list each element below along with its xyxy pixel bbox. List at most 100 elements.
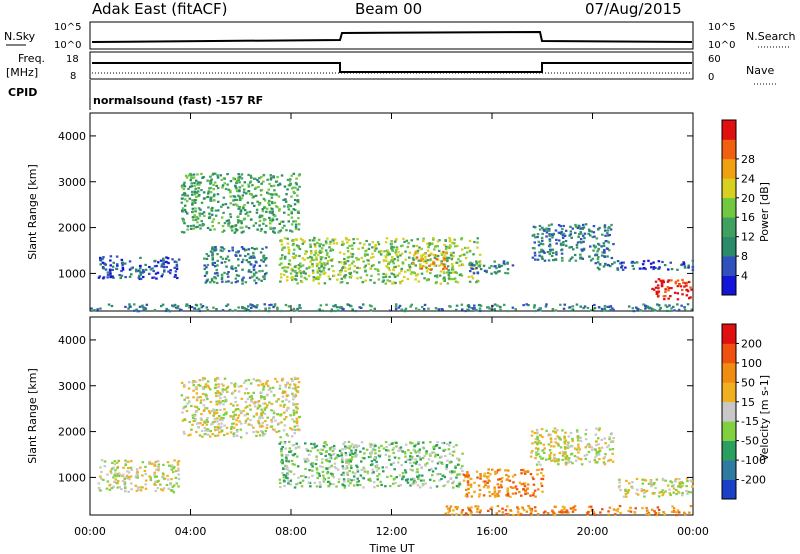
echo-region [180,172,301,234]
echo-cell [275,430,278,434]
echo-cell [429,268,433,271]
echo-cell [289,183,292,186]
echo-cell [538,228,542,231]
echo-cell [232,177,235,180]
echo-cell [543,259,547,262]
echo-cell [176,305,180,308]
echo-cell [294,225,298,228]
echo-cell [211,220,214,223]
echo-cell [216,417,219,420]
echo-cell [451,264,454,268]
echo-cell [346,471,349,474]
echo-cell [327,485,330,488]
echo-cell [621,268,625,271]
echo-cell [313,243,317,246]
echo-cell [435,309,438,312]
echo-cell [547,259,551,262]
echo-cell [408,269,411,272]
echo-cell [229,431,233,434]
colorbar-cell [722,401,736,422]
echo-cell [188,306,191,309]
echo-cell [164,309,168,313]
echo-cell [530,434,534,437]
echo-cell [685,485,688,488]
echo-cell [414,481,417,484]
echo-cell [304,442,307,445]
echo-cell [210,178,213,181]
echo-cell [211,213,214,216]
echo-cell [506,487,509,490]
echo-cell [347,480,350,483]
echo-cell [461,248,464,251]
echo-cell [537,468,541,471]
echo-cell [217,209,220,212]
echo-cell [534,438,538,441]
echo-cell [411,455,414,458]
echo-cell [404,455,407,458]
echo-cell [260,188,264,192]
echo-cell [590,309,593,312]
nsky-trace [91,30,693,43]
echo-cell [227,188,230,191]
echo-cell [236,429,239,432]
echo-cell [350,479,353,482]
echo-cell [240,197,244,200]
echo-cell [385,446,388,449]
echo-cell [408,256,411,259]
echo-cell [625,495,628,498]
echo-cell [473,481,476,484]
echo-cell [493,271,497,274]
echo-cell [446,265,450,268]
echo-cell [541,243,545,246]
echo-cell [197,183,201,186]
echo-cell [532,491,536,495]
echo-cell [356,238,359,241]
echo-cell [549,438,553,441]
echo-cell [291,269,295,272]
echo-cell [370,460,374,463]
echo-cell [433,264,436,267]
echo-cell [465,493,469,496]
echo-cell [401,472,405,475]
echo-cell [124,487,127,490]
echo-cell [235,229,239,232]
echo-cell [590,446,594,449]
echo-cell [644,307,647,310]
echo-cell [299,262,302,265]
echo-cell [265,246,268,249]
echo-cell [373,486,376,489]
echo-cell [144,263,147,266]
echo-cell [620,261,624,264]
echo-cell [214,412,217,415]
echo-cell [269,219,272,222]
echo-cell [651,508,654,511]
echo-cell [273,215,277,218]
echo-cell [685,288,688,292]
echo-cell [577,443,580,446]
echo-cell [276,184,280,187]
echo-cell [275,218,279,221]
echo-region [278,236,482,285]
echo-cell [372,471,375,474]
echo-cell [644,490,647,493]
echo-cell [618,478,621,481]
echo-cell [571,508,575,511]
echo-cell [652,267,655,271]
echo-cell [220,205,223,208]
echo-cell [183,208,187,212]
echo-cell [475,260,478,263]
echo-cell [260,408,263,411]
echo-cell [637,308,640,311]
echo-cell [269,193,273,196]
echo-cell [403,451,407,454]
echo-cell [286,275,289,279]
echo-cell [103,460,107,463]
echo-cell [171,258,174,261]
echo-cell [278,478,282,481]
echo-cell [526,470,530,473]
echo-cell [674,280,678,283]
echo-cell [256,431,260,434]
echo-cell [600,245,603,248]
echo-cell [246,417,249,420]
echo-cell [366,253,369,256]
